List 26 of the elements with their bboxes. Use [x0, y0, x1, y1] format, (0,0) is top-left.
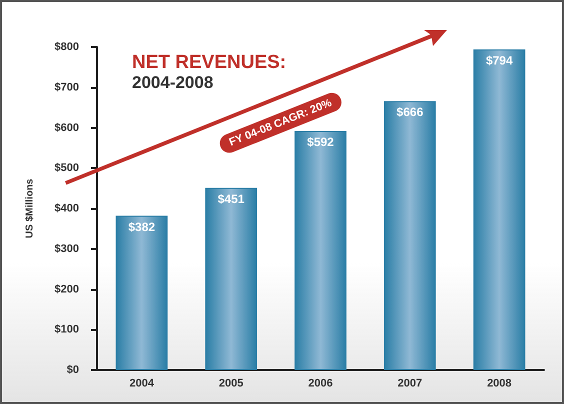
y-tick-label: $700	[54, 81, 79, 94]
bar	[384, 101, 436, 370]
y-tick-label: $200	[54, 283, 79, 296]
x-tick-label: 2006	[308, 378, 333, 390]
y-tick-label: $600	[54, 122, 79, 134]
x-tick-label: 2004	[129, 378, 155, 390]
y-tick-label: $400	[54, 202, 79, 214]
x-tick-label: 2007	[398, 378, 422, 390]
chart-title: NET REVENUES:	[132, 52, 286, 73]
bar	[473, 49, 526, 370]
x-tick-label: 2008	[487, 378, 512, 390]
data-label: $382	[128, 220, 156, 234]
y-tick-label: $0	[66, 364, 79, 376]
y-tick-label: $100	[54, 324, 79, 336]
data-label: $794	[486, 53, 513, 68]
y-axis-title: US $Millions	[24, 178, 36, 238]
data-label: $666	[396, 105, 424, 120]
y-tick-label: $300	[54, 242, 79, 255]
text: 2004-2008	[132, 73, 214, 92]
bar	[205, 188, 258, 370]
x-tick-label: 2005	[218, 378, 244, 390]
y-tick-label: $500	[54, 162, 79, 174]
data-label: $451	[218, 192, 245, 206]
data-label: $592	[307, 134, 334, 149]
bar	[116, 216, 168, 370]
y-tick-label: $800	[54, 41, 79, 53]
